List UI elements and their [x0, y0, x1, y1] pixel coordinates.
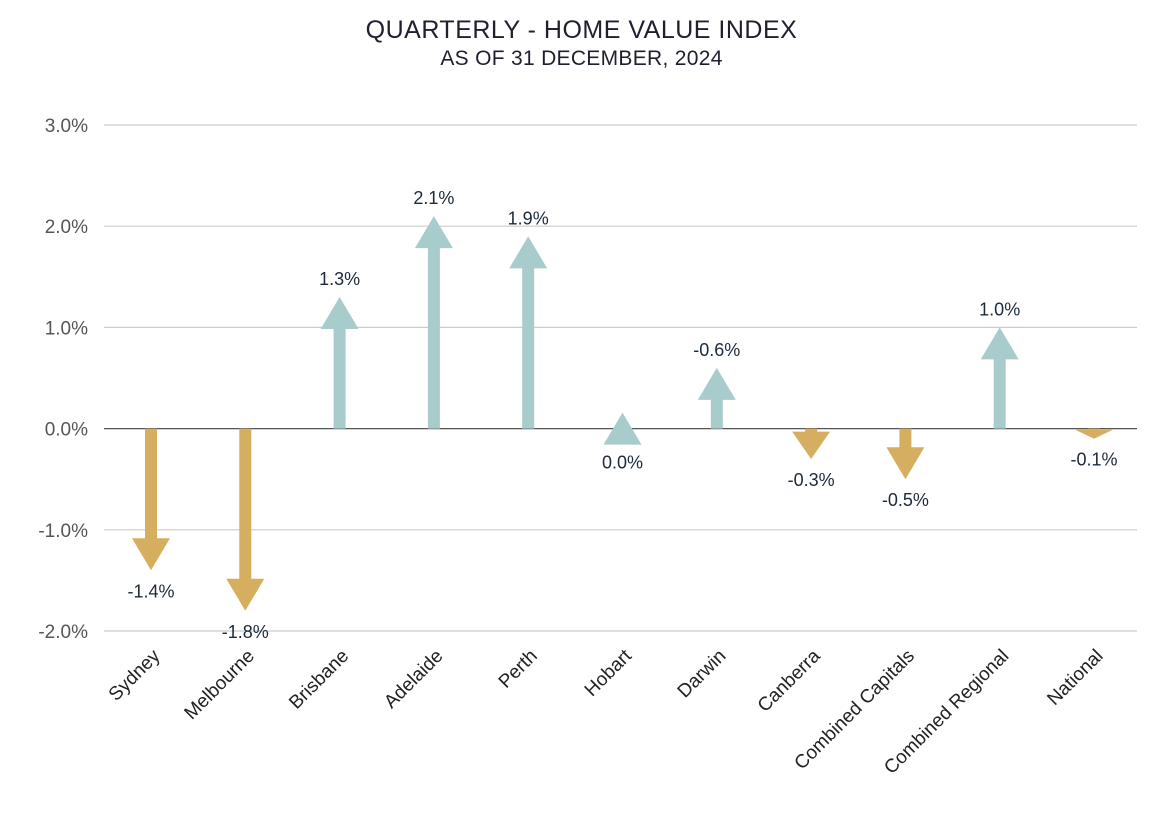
data-label: 1.0% [979, 299, 1020, 319]
arrow-mark [414, 216, 453, 429]
arrow-head [603, 412, 642, 445]
category-label: Adelaide [380, 646, 447, 713]
data-label: -1.4% [127, 581, 174, 601]
arrow-shaft [710, 398, 723, 429]
arrow-mark [697, 367, 736, 429]
arrow-shaft [239, 428, 252, 580]
chart-subtitle: AS OF 31 DECEMBER, 2024 [440, 47, 723, 70]
y-tick-label: 1.0% [45, 318, 88, 339]
arrow-marks [132, 216, 1113, 611]
arrow-head [980, 327, 1019, 360]
y-tick-label: 0.0% [45, 420, 88, 441]
data-label: 1.9% [508, 208, 549, 228]
data-label: -0.1% [1070, 450, 1117, 470]
category-label: Perth [495, 646, 542, 693]
category-label: Canberra [754, 645, 825, 716]
data-label: 2.1% [413, 188, 454, 208]
y-tick-label: -2.0% [38, 622, 88, 643]
arrow-mark [320, 297, 359, 429]
arrow-shaft [427, 247, 440, 429]
arrow-shaft [333, 328, 346, 429]
data-label: -0.5% [882, 490, 929, 510]
arrow-mark [132, 428, 170, 571]
chart-title-block: QUARTERLY - HOME VALUE INDEX AS OF 31 DE… [0, 14, 1163, 72]
arrow-mark [509, 236, 548, 429]
arrow-head [886, 447, 925, 480]
arrow-head [320, 297, 359, 330]
y-tick-label: 3.0% [45, 116, 88, 137]
y-tick-label: 2.0% [45, 217, 88, 238]
arrow-shaft [1088, 428, 1100, 431]
arrow-mark [226, 428, 265, 611]
arrow-shaft [522, 267, 535, 429]
chart-title: QUARTERLY - HOME VALUE INDEX [365, 16, 798, 44]
arrow-head [697, 367, 736, 400]
arrow-mark [980, 327, 1019, 429]
arrow-mark [886, 428, 925, 480]
arrow-head [132, 538, 170, 571]
arrow-shaft [805, 428, 818, 433]
data-label: 1.3% [319, 269, 360, 289]
arrow-shaft [145, 428, 157, 540]
arrow-shaft [993, 358, 1006, 429]
arrow-head [226, 578, 265, 611]
data-label: -1.8% [222, 622, 269, 642]
category-label: Sydney [105, 645, 165, 705]
y-axis: 3.0% 2.0% 1.0% 0.0% -1.0% -2.0% [38, 116, 88, 643]
data-labels: -1.4% -1.8% 1.3% 2.1% 1.9% 0.0% -0.6% -0.3% -0.5… [127, 188, 1117, 642]
y-tick-label: -1.0% [38, 521, 88, 542]
arrow-head [509, 236, 548, 269]
category-label: Darwin [674, 646, 731, 703]
category-label: Melbourne [181, 646, 259, 724]
arrow-shaft [899, 428, 912, 449]
category-label: Hobart [581, 645, 637, 701]
arrow-mark [603, 412, 642, 445]
category-label: Brisbane [285, 646, 353, 714]
data-label: -0.6% [693, 340, 740, 360]
arrow-head [1075, 429, 1113, 439]
grid-lines [104, 124, 1137, 632]
data-label: 0.0% [602, 453, 643, 473]
arrow-head [414, 216, 453, 249]
arrow-mark [792, 428, 831, 459]
arrow-head [792, 431, 831, 459]
data-label: -0.3% [788, 470, 835, 490]
category-label: National [1043, 646, 1107, 710]
arrow-mark [1075, 428, 1113, 439]
x-axis: Sydney Melbourne Brisbane Adelaide Perth Hoba… [105, 645, 1108, 778]
